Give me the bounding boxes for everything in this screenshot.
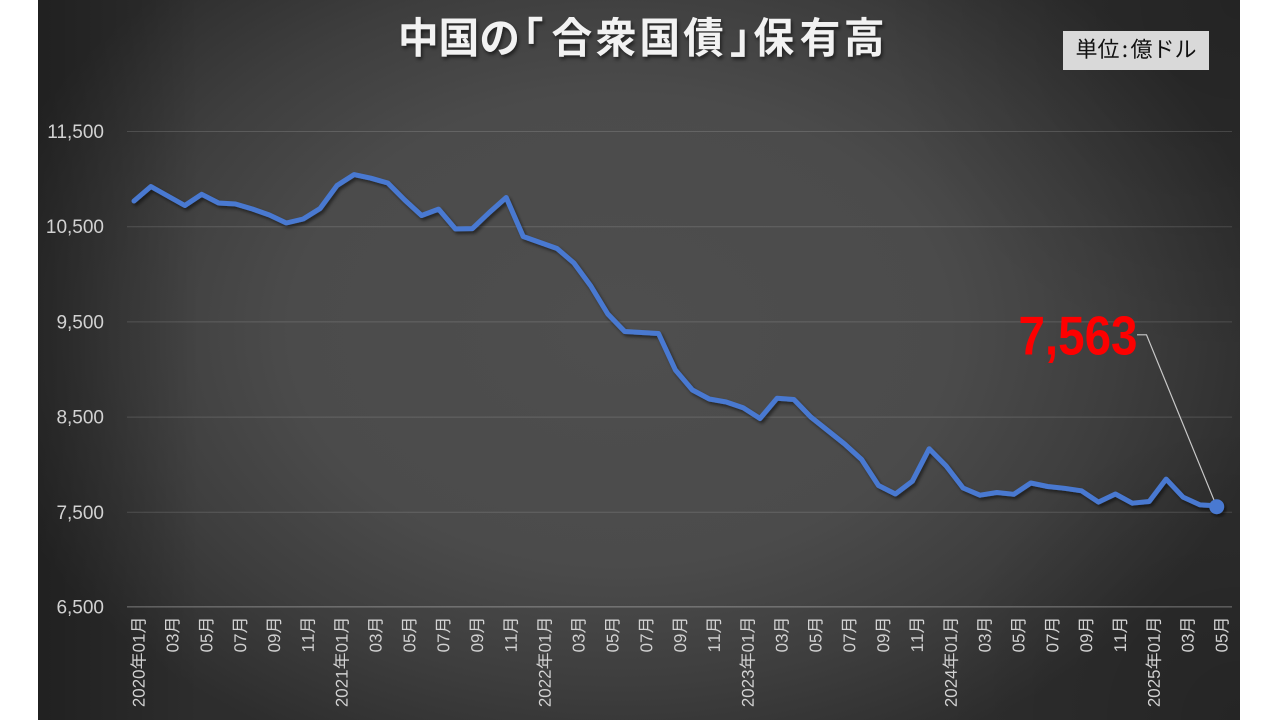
svg-text:11,500: 11,500: [47, 122, 104, 143]
svg-text:8,500: 8,500: [56, 408, 104, 429]
svg-text:7,500: 7,500: [56, 503, 104, 524]
svg-text:6,500: 6,500: [56, 597, 104, 618]
svg-text:10,500: 10,500: [46, 217, 104, 238]
svg-text:9,500: 9,500: [56, 312, 104, 333]
svg-text:7,563: 7,563: [1018, 304, 1137, 366]
